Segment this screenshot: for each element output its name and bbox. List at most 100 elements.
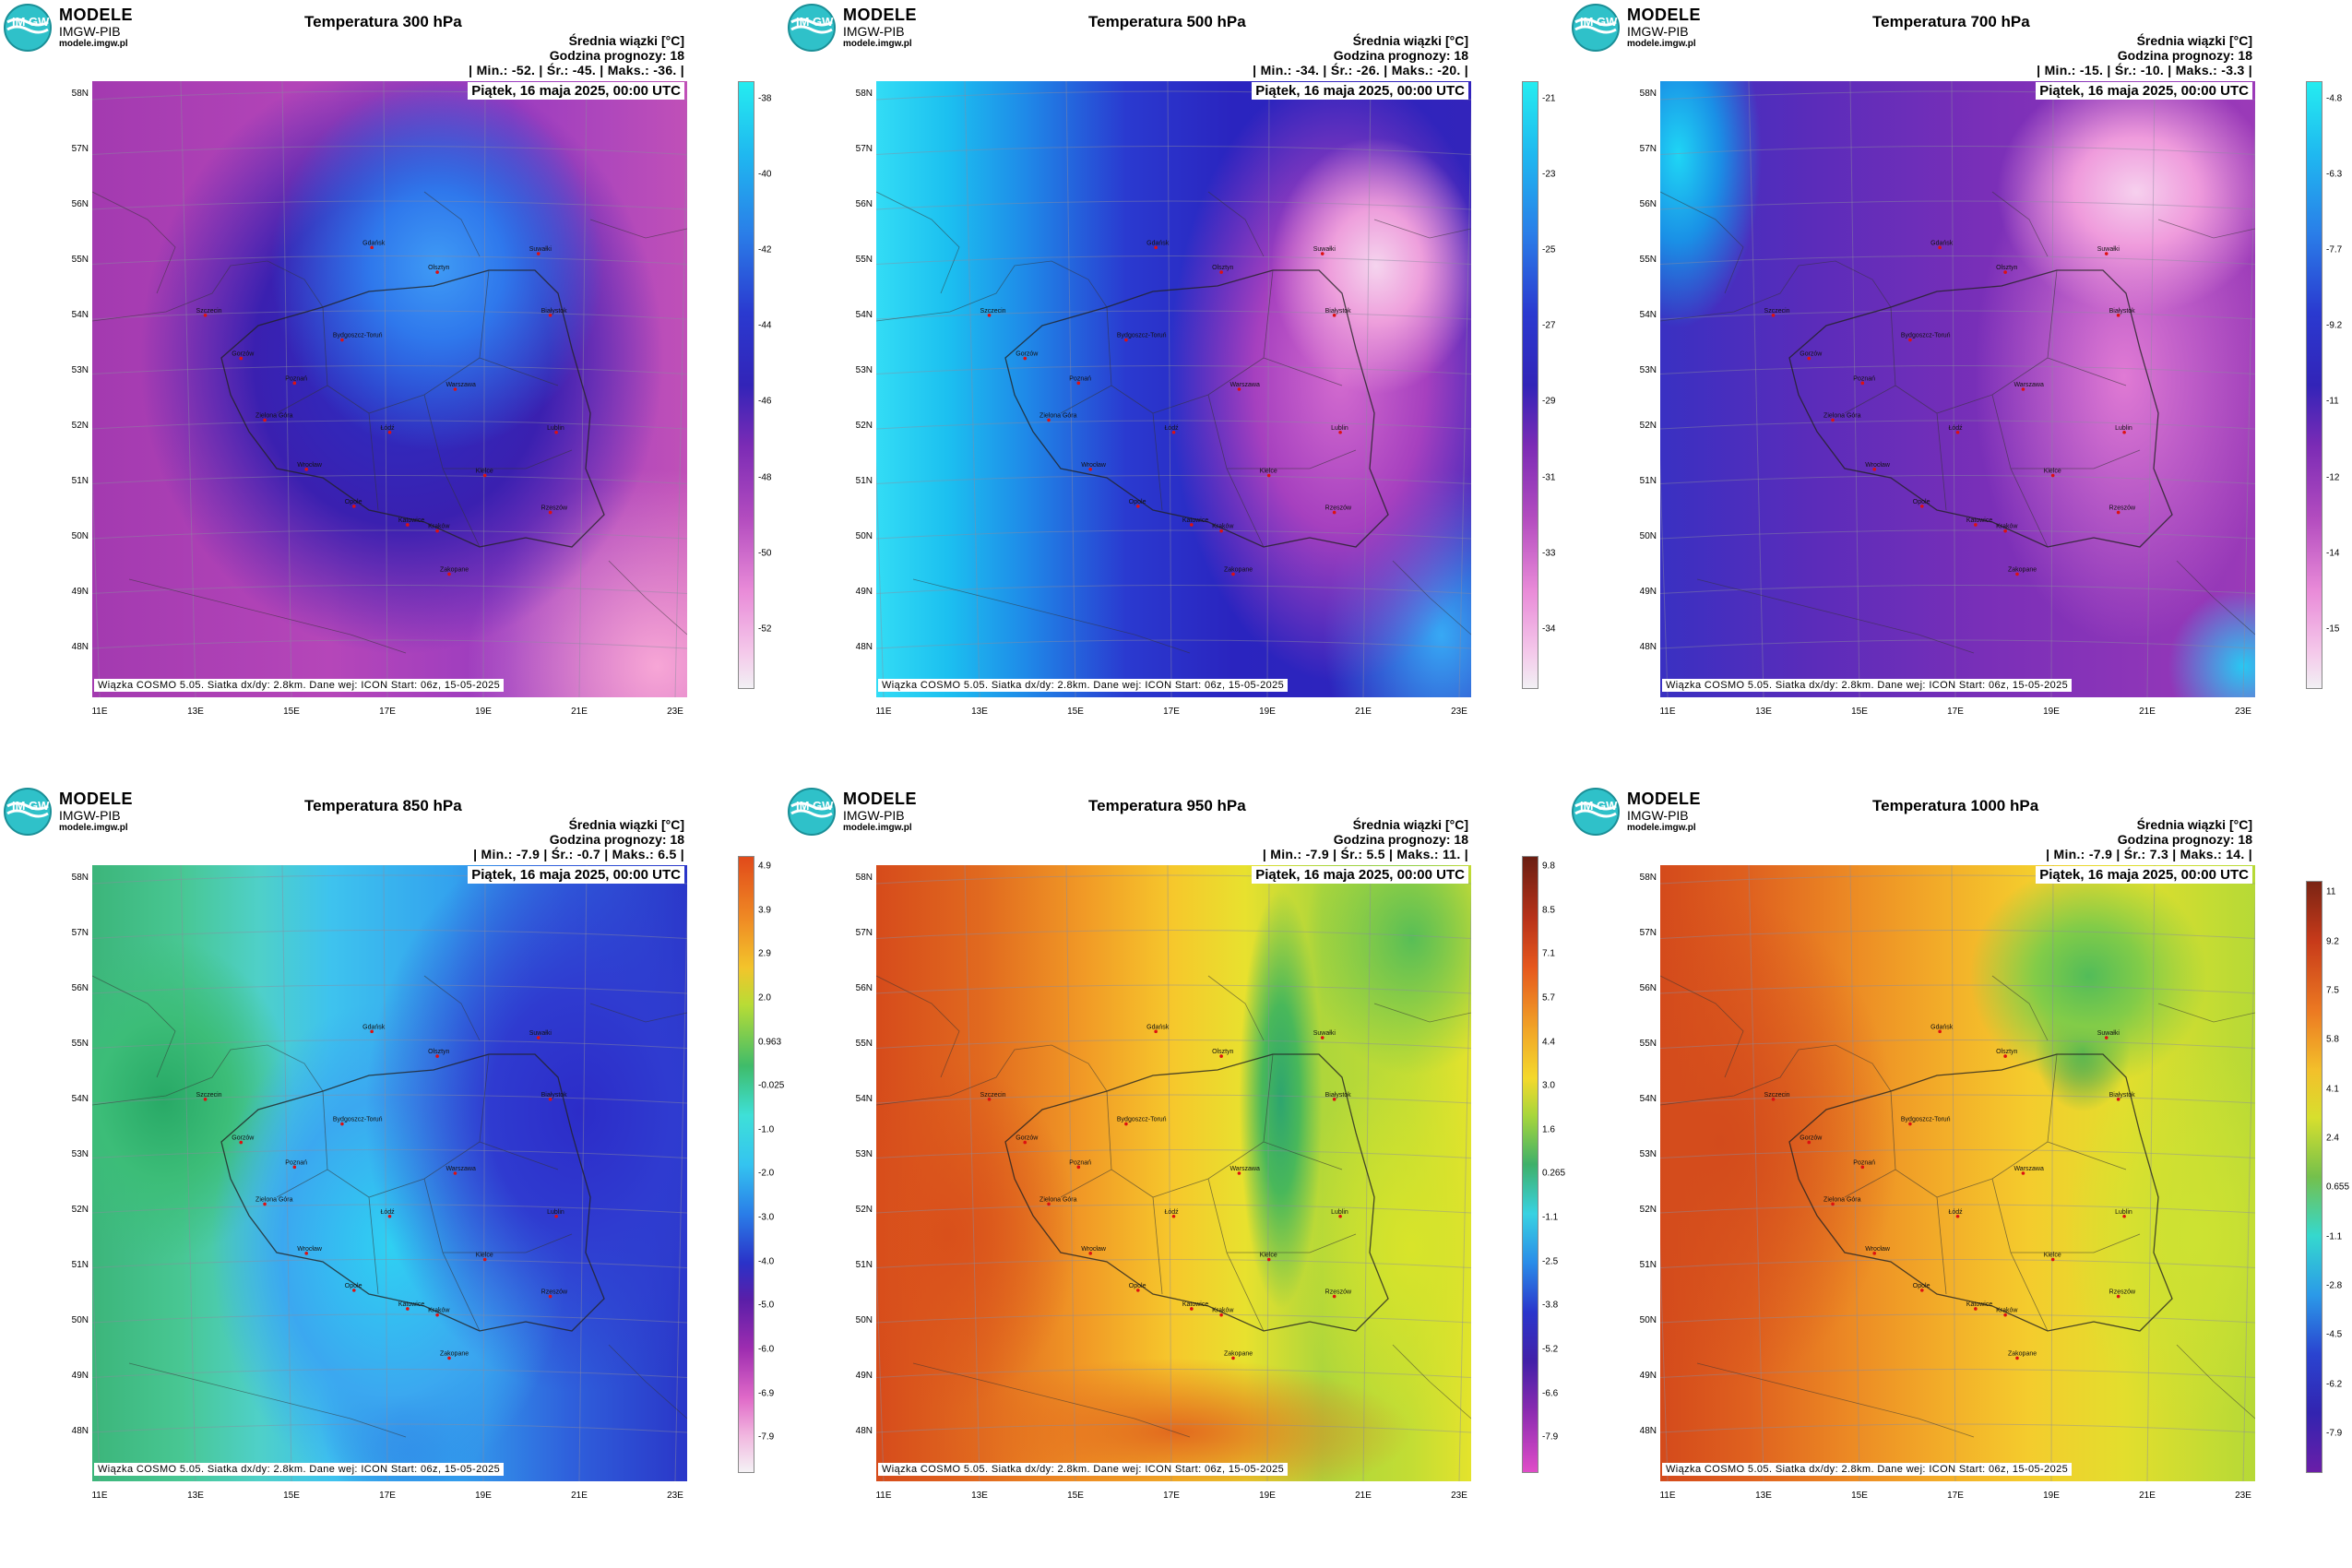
- lat-tick-label: 56N: [71, 983, 89, 993]
- lon-tick-label: 23E: [667, 707, 683, 717]
- logo-subtitle: IMGW-PIB: [1627, 808, 1689, 823]
- lat-tick-label: 57N: [855, 144, 873, 154]
- logo-url[interactable]: modele.imgw.pl: [843, 823, 912, 833]
- lat-tick-label: 55N: [1639, 1039, 1657, 1049]
- lon-tick-label: 13E: [971, 707, 988, 717]
- lat-tick-label: 51N: [855, 476, 873, 486]
- city-label: Zielona Góra: [1823, 1196, 1861, 1203]
- imgw-logo[interactable]: IM GW MODELE IMGW-PIB modele.imgw.pl: [4, 4, 151, 52]
- lat-tick-label: 49N: [1639, 587, 1657, 597]
- city-marker: Lublin: [547, 425, 564, 434]
- lon-tick-label: 19E: [2043, 1491, 2060, 1501]
- valid-date-label: Piątek, 16 maja 2025, 00:00 UTC: [2036, 866, 2252, 884]
- imgw-logo[interactable]: IM GW MODELE IMGW-PIB modele.imgw.pl: [788, 788, 935, 836]
- colorbar-tick-label: -4.0: [758, 1256, 775, 1267]
- logo-mark-im: IM GW: [1580, 15, 1618, 29]
- map-panel-t950: IM GW MODELE IMGW-PIB modele.imgw.pl Tem…: [784, 784, 1568, 1568]
- city-label: Wrocław: [1865, 1246, 1891, 1253]
- logo-mark-im: IM GW: [796, 15, 834, 29]
- city-marker: Zakopane: [2008, 566, 2037, 576]
- city-label: Poznań: [1853, 1159, 1875, 1166]
- temperature-map[interactable]: Gdańsk Olsztyn Suwałki Szczecin Bydgoszcz-To…: [1660, 81, 2255, 697]
- lat-tick-label: 52N: [1639, 1205, 1657, 1215]
- city-marker: Suwałki: [2097, 246, 2120, 255]
- lat-tick-label: 57N: [71, 144, 89, 154]
- city-label: Szczecin: [980, 1092, 1006, 1099]
- units-label: Średnia wiązki [°C]: [2136, 33, 2252, 48]
- logo-url[interactable]: modele.imgw.pl: [1627, 823, 1696, 833]
- lat-tick-label: 58N: [855, 89, 873, 99]
- lon-tick-label: 21E: [2139, 707, 2156, 717]
- logo-url[interactable]: modele.imgw.pl: [843, 39, 912, 49]
- colorbar-tick-label: -1.0: [758, 1124, 775, 1135]
- city-marker: Katowice: [1182, 1301, 1208, 1311]
- colorbar-tick-label: -38: [758, 93, 772, 104]
- panel-title: Temperatura 850 hPa: [304, 797, 462, 814]
- lon-tick-label: 17E: [379, 1491, 396, 1501]
- map-panel-t1000: IM GW MODELE IMGW-PIB modele.imgw.pl Tem…: [1568, 784, 2352, 1568]
- panel-title: Temperatura 700 hPa: [1872, 13, 2030, 30]
- imgw-logo[interactable]: IM GW MODELE IMGW-PIB modele.imgw.pl: [1572, 4, 1719, 52]
- city-marker: Lublin: [2115, 425, 2132, 434]
- city-marker: Olsztyn: [1212, 265, 1234, 274]
- city-label: Suwałki: [529, 1030, 552, 1037]
- city-label: Poznań: [1069, 1159, 1091, 1166]
- logo-url[interactable]: modele.imgw.pl: [59, 823, 128, 833]
- city-label: Gdańsk: [1930, 240, 1954, 246]
- city-label: Olsztyn: [428, 265, 449, 271]
- lon-tick-label: 13E: [187, 707, 204, 717]
- logo-subtitle: IMGW-PIB: [843, 24, 905, 39]
- city-label: Katowice: [1966, 1301, 1993, 1308]
- lon-tick-label: 23E: [1451, 1491, 1467, 1501]
- temperature-map[interactable]: Gdańsk Olsztyn Suwałki Szczecin Bydgoszcz-To…: [1660, 865, 2255, 1481]
- colorbar-tick-label: -50: [758, 548, 772, 559]
- city-marker: Opole: [1129, 499, 1146, 508]
- lon-tick-label: 19E: [475, 707, 492, 717]
- temperature-map[interactable]: Gdańsk Olsztyn Suwałki Szczecin Bydgoszcz-To…: [876, 865, 1471, 1481]
- colorbar-tick-label: 0.265: [1542, 1168, 1566, 1179]
- city-label: Łódź: [381, 1209, 396, 1216]
- city-marker: Lublin: [1331, 425, 1348, 434]
- temperature-map[interactable]: Gdańsk Olsztyn Suwałki Szczecin Bydgoszcz-To…: [876, 81, 1471, 697]
- logo-url[interactable]: modele.imgw.pl: [1627, 39, 1696, 49]
- city-marker: Bydgoszcz-Toruń: [333, 1117, 383, 1126]
- city-label: Zakopane: [440, 566, 469, 573]
- valid-date-label: Piątek, 16 maja 2025, 00:00 UTC: [1252, 82, 1468, 100]
- temperature-map[interactable]: Gdańsk Olsztyn Suwałki Szczecin Bydgoszcz-To…: [92, 865, 687, 1481]
- city-label: Bydgoszcz-Toruń: [1117, 333, 1167, 339]
- temperature-map[interactable]: Gdańsk Olsztyn Suwałki Szczecin Bydgoszcz-To…: [92, 81, 687, 697]
- model-credit: Wiązka COSMO 5.05. Siatka dx/dy: 2.8km. …: [878, 679, 1289, 692]
- city-label: Zakopane: [1224, 1350, 1253, 1357]
- forecast-hour-label: Godzina prognozy: 18: [549, 832, 684, 847]
- model-credit: Wiązka COSMO 5.05. Siatka dx/dy: 2.8km. …: [878, 1463, 1289, 1476]
- imgw-logo[interactable]: IM GW MODELE IMGW-PIB modele.imgw.pl: [1572, 788, 1719, 836]
- imgw-logo[interactable]: IM GW MODELE IMGW-PIB modele.imgw.pl: [788, 4, 935, 52]
- city-marker: Suwałki: [2097, 1030, 2120, 1039]
- city-marker: Gorzów: [1800, 1135, 1823, 1145]
- colorbar-tick-label: -6.3: [2326, 169, 2343, 180]
- city-label: Gdańsk: [362, 1024, 386, 1030]
- lat-tick-label: 54N: [1639, 1094, 1657, 1104]
- colorbar-tick-label: -12: [2326, 472, 2340, 483]
- colorbar-tick-label: -1.1: [2326, 1231, 2343, 1242]
- colorbar-tick-label: -11: [2326, 396, 2339, 407]
- lon-tick-label: 17E: [1947, 1491, 1964, 1501]
- lon-tick-label: 13E: [971, 1491, 988, 1501]
- lat-tick-label: 55N: [855, 255, 873, 265]
- imgw-logo[interactable]: IM GW MODELE IMGW-PIB modele.imgw.pl: [4, 788, 151, 836]
- city-marker: Katowice: [398, 517, 424, 527]
- city-label: Rzeszów: [2109, 505, 2136, 512]
- city-marker: Wrocław: [297, 1246, 323, 1255]
- logo-url[interactable]: modele.imgw.pl: [59, 39, 128, 49]
- city-label: Warszawa: [1229, 382, 1260, 388]
- colorbar-tick-label: -6.2: [2326, 1379, 2343, 1390]
- lon-tick-label: 23E: [667, 1491, 683, 1501]
- city-marker: Gdańsk: [1930, 240, 1954, 250]
- city-marker: Olsztyn: [428, 1049, 450, 1058]
- lat-tick-label: 56N: [855, 983, 873, 993]
- city-marker: Białystok: [1325, 308, 1351, 317]
- city-marker: Kielce: [1260, 469, 1277, 478]
- city-label: Poznań: [1853, 375, 1875, 382]
- logo-mark-im: IM GW: [796, 799, 834, 813]
- panel-title: Temperatura 500 hPa: [1088, 13, 1246, 30]
